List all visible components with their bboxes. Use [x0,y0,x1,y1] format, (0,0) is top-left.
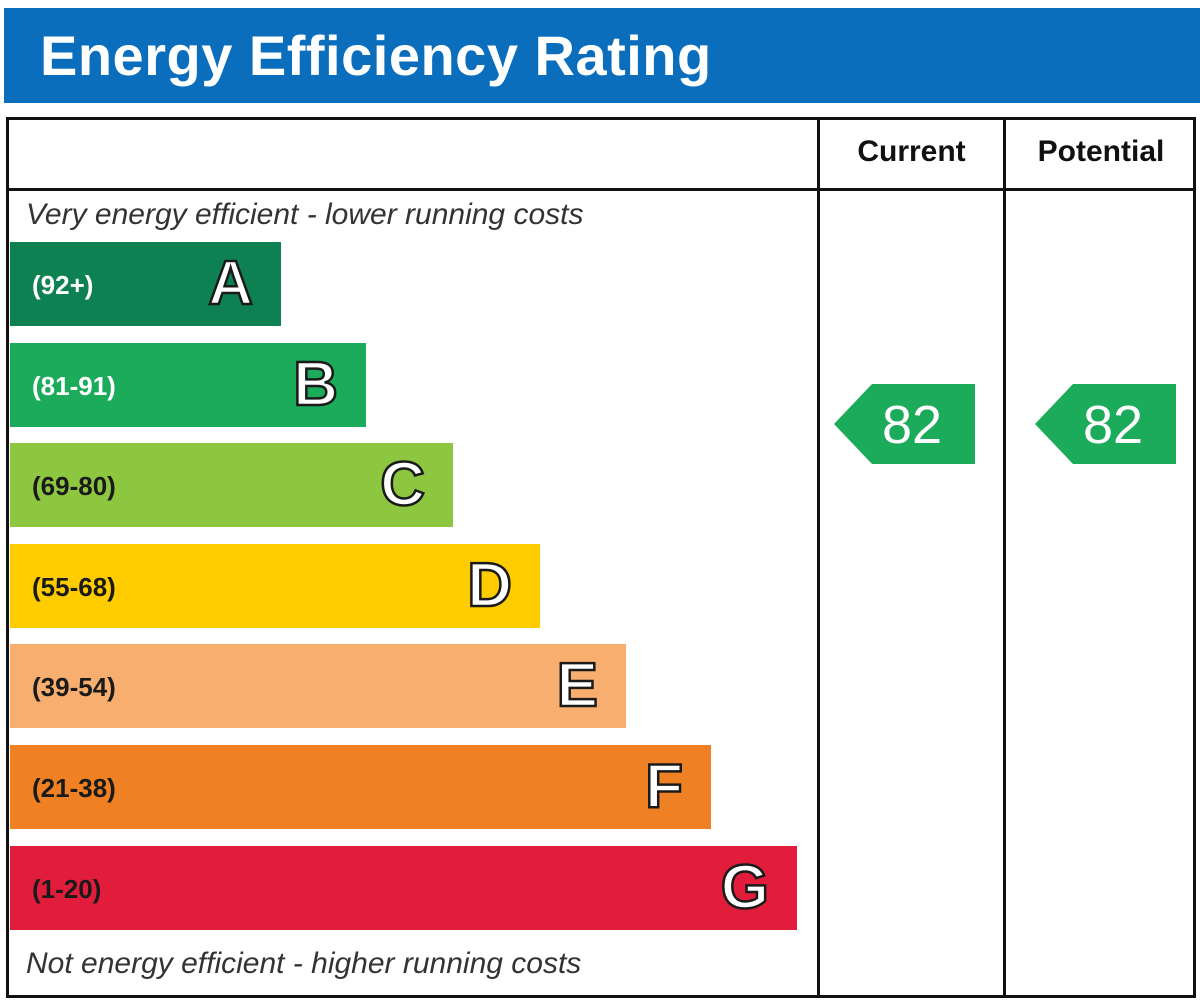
column-header-potential: Potential [1037,135,1165,168]
potential-rating-arrow: 82 [1035,384,1176,464]
column-header-current: Current [857,135,966,168]
potential-rating-value: 82 [1083,395,1143,455]
current-rating-shape [834,384,975,464]
band-letter: C [379,449,426,521]
divider-potential [1003,117,1006,998]
header-divider [6,188,1196,191]
band-letter: E [555,650,599,722]
chart-frame [6,117,1196,998]
band-range-label: (69-80) [32,471,116,501]
band-range-label: (92+) [32,270,94,300]
band-d: (55-68) D [10,544,540,628]
top-caption: Very energy efficient - lower running co… [26,198,584,231]
potential-rating-shape [1035,384,1176,464]
band-letter: F [644,751,684,823]
current-rating-arrow: 82 [834,384,975,464]
band-g: (1-20) G [10,846,797,930]
chart-title: Energy Efficiency Rating [40,24,712,87]
bottom-caption: Not energy efficient - higher running co… [26,947,582,980]
band-c: (69-80) C [10,443,453,527]
band-range-label: (21-38) [32,773,116,803]
band-range-label: (1-20) [32,874,102,904]
band-range-label: (55-68) [32,572,116,602]
band-letter: A [207,248,254,320]
band-f: (21-38) F [10,745,711,829]
band-letter: D [466,550,513,622]
band-b: (81-91) B [10,343,366,427]
band-letter: B [292,349,339,421]
band-range-label: (39-54) [32,672,116,702]
band-e: (39-54) E [10,644,626,728]
current-rating-value: 82 [882,395,942,455]
band-a: (92+) A [10,242,281,326]
band-range-label: (81-91) [32,371,116,401]
divider-current [817,117,820,998]
title-bar: Energy Efficiency Rating [4,8,1200,103]
band-letter: G [720,852,771,924]
